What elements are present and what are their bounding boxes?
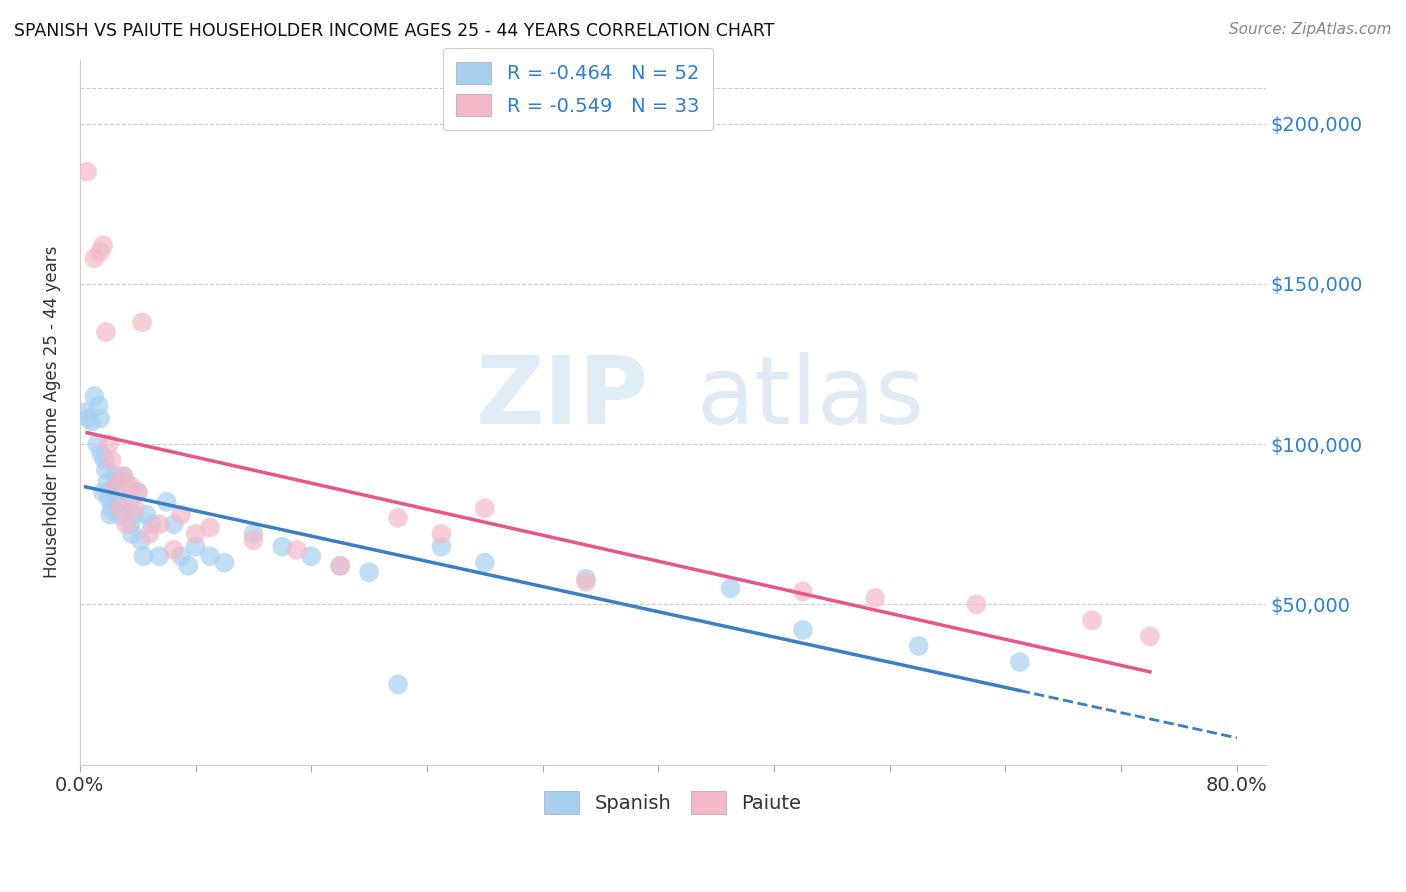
Point bbox=[177, 558, 200, 573]
Point bbox=[76, 165, 98, 179]
Point bbox=[93, 453, 115, 467]
Point bbox=[387, 677, 409, 691]
Point bbox=[965, 597, 987, 611]
Point bbox=[110, 501, 132, 516]
Point bbox=[135, 508, 157, 522]
Point bbox=[329, 558, 352, 573]
Point bbox=[430, 526, 453, 541]
Point bbox=[112, 469, 135, 483]
Point bbox=[863, 591, 886, 605]
Point bbox=[214, 556, 236, 570]
Point bbox=[127, 485, 149, 500]
Point bbox=[184, 540, 207, 554]
Point bbox=[575, 574, 598, 589]
Point bbox=[329, 558, 352, 573]
Point bbox=[148, 549, 170, 564]
Point bbox=[170, 508, 193, 522]
Point bbox=[83, 389, 105, 403]
Point bbox=[100, 501, 122, 516]
Point bbox=[90, 447, 112, 461]
Point bbox=[299, 549, 322, 564]
Point bbox=[474, 501, 496, 516]
Point bbox=[575, 572, 598, 586]
Point bbox=[170, 549, 193, 564]
Point bbox=[124, 508, 146, 522]
Point bbox=[107, 488, 129, 502]
Point bbox=[138, 526, 160, 541]
Point bbox=[474, 556, 496, 570]
Point bbox=[156, 495, 179, 509]
Point bbox=[792, 623, 814, 637]
Point bbox=[430, 540, 453, 554]
Text: atlas: atlas bbox=[696, 352, 925, 444]
Point bbox=[129, 533, 152, 548]
Point bbox=[907, 639, 929, 653]
Legend: Spanish, Paiute: Spanish, Paiute bbox=[533, 780, 813, 825]
Point bbox=[97, 491, 120, 506]
Point bbox=[103, 469, 125, 483]
Point bbox=[89, 244, 111, 259]
Point bbox=[105, 475, 128, 490]
Point bbox=[1081, 613, 1104, 627]
Text: ZIP: ZIP bbox=[477, 352, 650, 444]
Point bbox=[91, 485, 114, 500]
Point bbox=[184, 526, 207, 541]
Point bbox=[285, 542, 308, 557]
Point bbox=[1139, 629, 1161, 643]
Point bbox=[96, 475, 118, 490]
Point bbox=[80, 415, 103, 429]
Text: SPANISH VS PAIUTE HOUSEHOLDER INCOME AGES 25 - 44 YEARS CORRELATION CHART: SPANISH VS PAIUTE HOUSEHOLDER INCOME AGE… bbox=[14, 22, 775, 40]
Point bbox=[1008, 655, 1031, 669]
Point bbox=[163, 517, 186, 532]
Point bbox=[118, 495, 141, 509]
Y-axis label: Householder Income Ages 25 - 44 years: Householder Income Ages 25 - 44 years bbox=[44, 246, 60, 578]
Point bbox=[86, 437, 108, 451]
Point bbox=[198, 549, 221, 564]
Text: Source: ZipAtlas.com: Source: ZipAtlas.com bbox=[1229, 22, 1392, 37]
Point bbox=[387, 510, 409, 524]
Point bbox=[100, 453, 122, 467]
Point bbox=[271, 540, 294, 554]
Point bbox=[97, 437, 120, 451]
Point bbox=[89, 411, 111, 425]
Point bbox=[110, 495, 132, 509]
Point bbox=[198, 520, 221, 534]
Point bbox=[98, 508, 121, 522]
Point bbox=[77, 411, 100, 425]
Point bbox=[115, 517, 138, 532]
Point bbox=[131, 315, 153, 329]
Point bbox=[720, 582, 742, 596]
Point bbox=[105, 479, 128, 493]
Point bbox=[141, 517, 163, 532]
Point bbox=[94, 463, 117, 477]
Point bbox=[87, 399, 110, 413]
Point bbox=[120, 517, 142, 532]
Point bbox=[242, 533, 264, 548]
Point bbox=[121, 526, 143, 541]
Point bbox=[359, 566, 381, 580]
Point bbox=[792, 584, 814, 599]
Point bbox=[120, 479, 142, 493]
Point bbox=[75, 405, 97, 419]
Point bbox=[163, 542, 186, 557]
Point bbox=[94, 325, 117, 339]
Point bbox=[148, 517, 170, 532]
Point bbox=[127, 485, 149, 500]
Point bbox=[115, 475, 138, 490]
Point bbox=[132, 549, 155, 564]
Point bbox=[124, 501, 146, 516]
Point bbox=[112, 469, 135, 483]
Point bbox=[83, 252, 105, 266]
Point bbox=[91, 238, 114, 252]
Point bbox=[242, 526, 264, 541]
Point bbox=[108, 508, 131, 522]
